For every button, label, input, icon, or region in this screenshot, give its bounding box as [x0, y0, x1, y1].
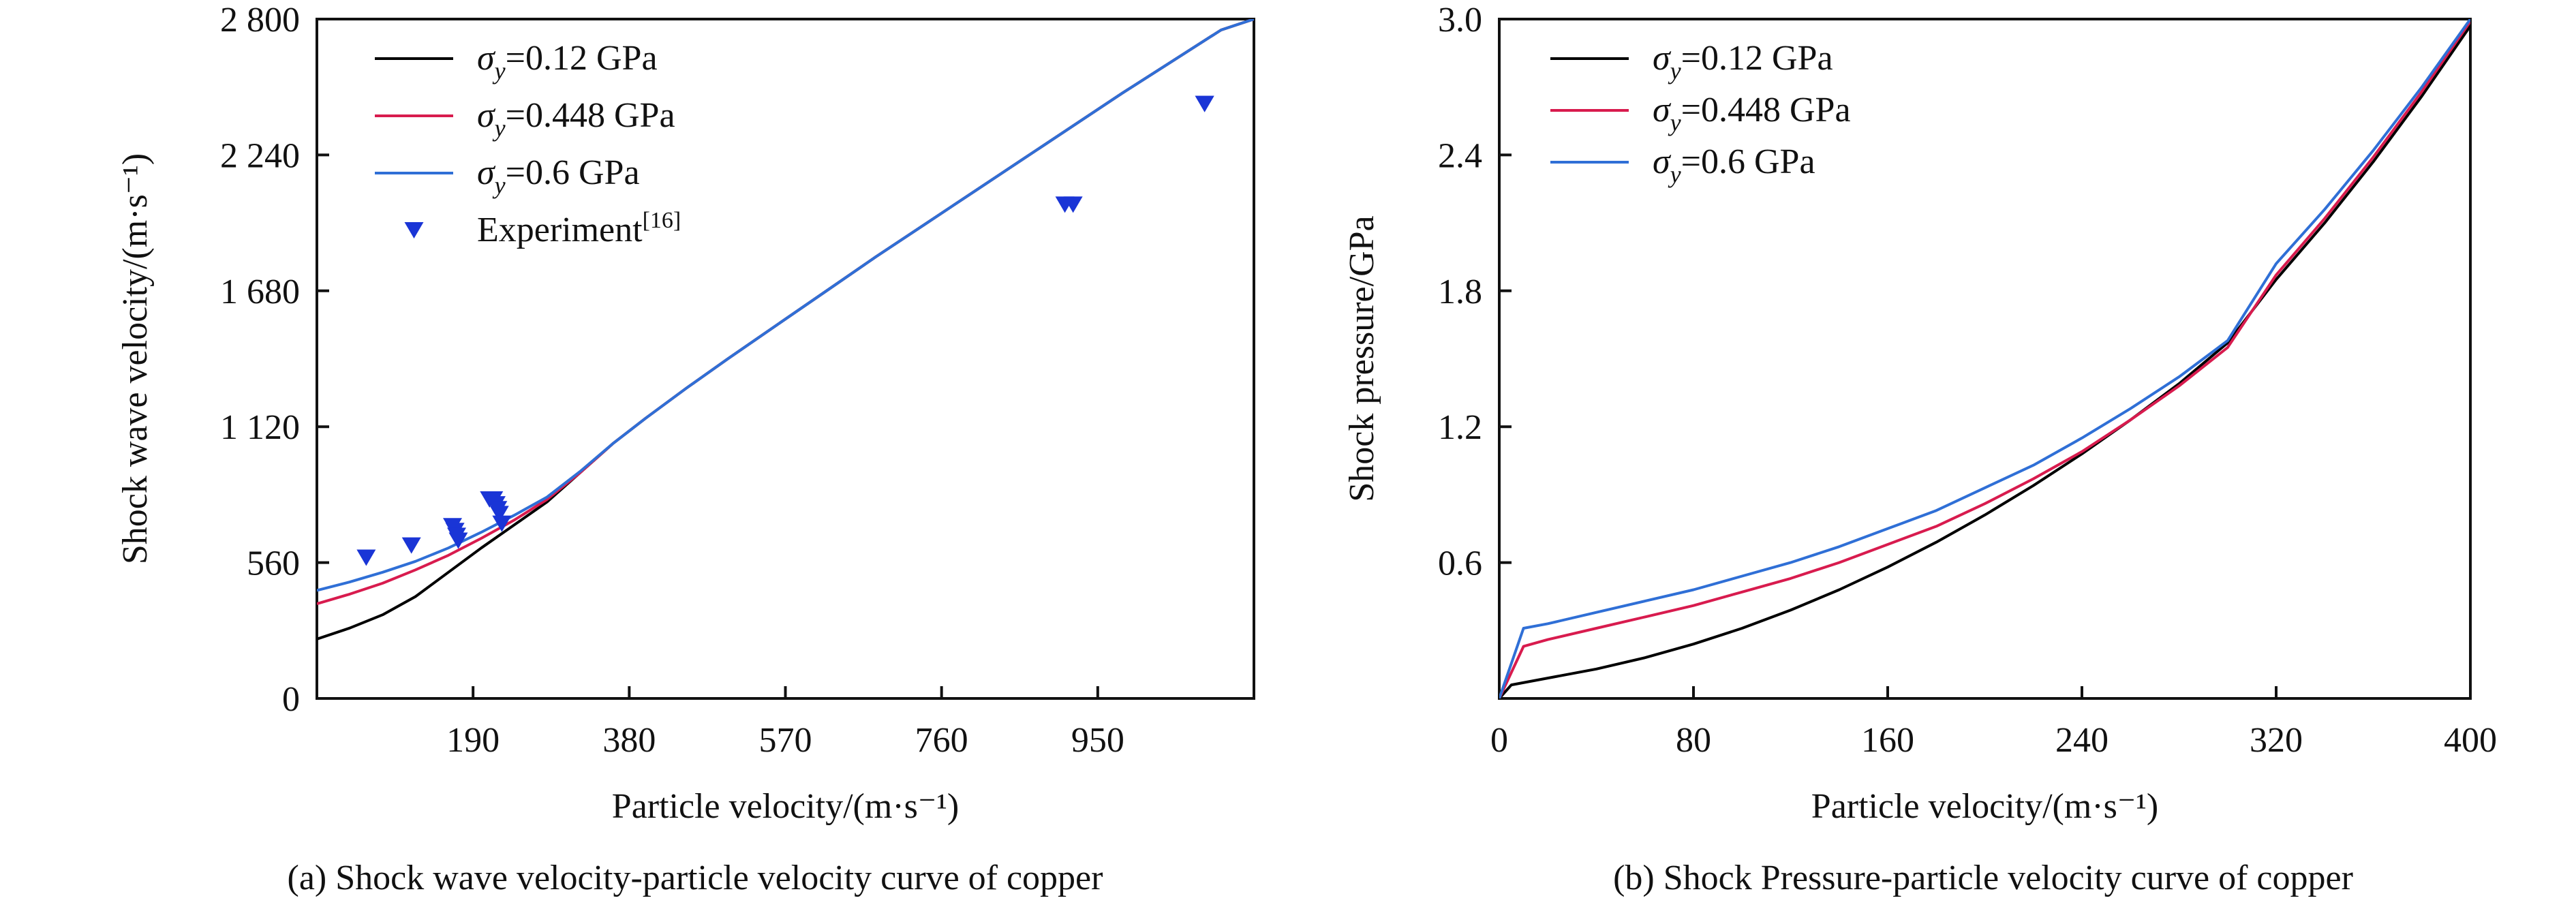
- legend-label-2: σy=0.6 GPa: [1653, 142, 1815, 188]
- y-tick-label: 0.6: [1438, 544, 1482, 583]
- legend-marker-experiment: [404, 222, 424, 238]
- legend-label-1: σy=0.448 GPa: [477, 96, 675, 142]
- plot-area: [317, 19, 1254, 641]
- x-tick-label: 160: [1861, 721, 1914, 760]
- legend-sigma: σ: [1653, 142, 1672, 181]
- legend-subscript: y: [1668, 109, 1681, 136]
- legend-value: =0.448 GPa: [1681, 91, 1851, 129]
- series-line-0: [1499, 25, 2470, 698]
- x-tick-label: 320: [2250, 721, 2303, 760]
- series-line-1: [317, 19, 1254, 606]
- legend-value: =0.6 GPa: [1681, 142, 1815, 181]
- legend-value: =0.6 GPa: [506, 153, 640, 192]
- series-line-2: [1499, 19, 2470, 698]
- x-tick-label: 400: [2444, 721, 2497, 760]
- legend-label-1: σy=0.448 GPa: [1653, 91, 1851, 136]
- y-tick-label: 0: [282, 680, 300, 719]
- experiment-marker: [480, 491, 500, 508]
- y-tick-label: 2 240: [220, 136, 300, 175]
- x-tick-label: 570: [759, 721, 812, 760]
- x-tick-label: 0: [1490, 721, 1508, 760]
- y-axis-title: Shock wave velocity/(m·s⁻¹): [116, 153, 155, 564]
- y-axis-title: Shock pressure/GPa: [1343, 215, 1381, 502]
- experiment-marker: [356, 549, 376, 566]
- figure-caption: (a) Shock wave velocity-particle velocit…: [288, 859, 1103, 897]
- series-line-2: [317, 19, 1254, 592]
- legend-subscript: y: [1668, 161, 1681, 188]
- x-tick-label: 240: [2055, 721, 2109, 760]
- y-tick-label: 2.4: [1438, 136, 1482, 175]
- legend-sigma: σ: [477, 39, 496, 78]
- legend-sigma: σ: [1653, 91, 1672, 129]
- y-tick-label: 1.8: [1438, 273, 1482, 311]
- legend-subscript: y: [493, 172, 506, 199]
- legend-experiment-text: Experiment: [477, 211, 643, 249]
- x-tick-label: 380: [602, 721, 656, 760]
- legend-label-0: σy=0.12 GPa: [1653, 39, 1833, 84]
- panel-a-shock-wave-velocity-chart: 190 380 570 760 950 0 560 1 120 1 680 2 240 2 800 P…: [116, 1, 1255, 897]
- x-tick-label: 760: [915, 721, 968, 760]
- x-tick-label: 190: [446, 721, 500, 760]
- legend-sigma: σ: [477, 153, 496, 192]
- legend-subscript: y: [1668, 57, 1681, 84]
- legend-subscript: y: [493, 114, 506, 142]
- legend-sigma: σ: [477, 96, 496, 135]
- legend-label-0: σy=0.12 GPa: [477, 39, 658, 84]
- legend-experiment-ref: [16]: [643, 208, 681, 233]
- y-tick-label: 3.0: [1438, 1, 1482, 40]
- x-axis-title: Particle velocity/(m·s⁻¹): [1811, 787, 2158, 826]
- y-tick-label: 560: [247, 544, 300, 583]
- experiment-marker: [1055, 196, 1075, 213]
- plot-frame: [316, 18, 1255, 700]
- experiment-marker: [401, 537, 421, 554]
- x-tick-label: 950: [1071, 721, 1124, 760]
- y-tick-label: 1 120: [220, 408, 300, 447]
- y-tick-label: 1 680: [220, 273, 300, 311]
- x-tick-label: 80: [1676, 721, 1711, 760]
- experiment-marker: [489, 506, 509, 523]
- legend-subscript: y: [493, 57, 506, 84]
- legend-value: =0.448 GPa: [506, 96, 675, 135]
- legend-value: =0.12 GPa: [506, 39, 658, 78]
- plot-frame: [1498, 18, 2472, 700]
- legend-label-experiment: Experiment[16]: [477, 208, 681, 249]
- experiment-marker: [1195, 95, 1214, 112]
- legend-value: =0.12 GPa: [1681, 39, 1833, 78]
- experiment-marker: [492, 515, 512, 532]
- y-tick-label: 2 800: [220, 1, 300, 40]
- legend-sigma: σ: [1653, 39, 1672, 78]
- series-line-1: [1499, 20, 2470, 698]
- plot-area: [1499, 19, 2470, 698]
- y-tick-label: 1.2: [1438, 408, 1482, 447]
- legend-label-2: σy=0.6 GPa: [477, 153, 640, 199]
- figure-caption: (b) Shock Pressure-particle velocity cur…: [1613, 859, 2353, 897]
- experiment-marker: [448, 532, 468, 549]
- panel-b-shock-pressure-chart: 0 80 160 240 320 400 0.6 1.2 1.8 2.4 3.0 Particle v…: [1343, 1, 2497, 897]
- x-axis-title: Particle velocity/(m·s⁻¹): [612, 787, 959, 826]
